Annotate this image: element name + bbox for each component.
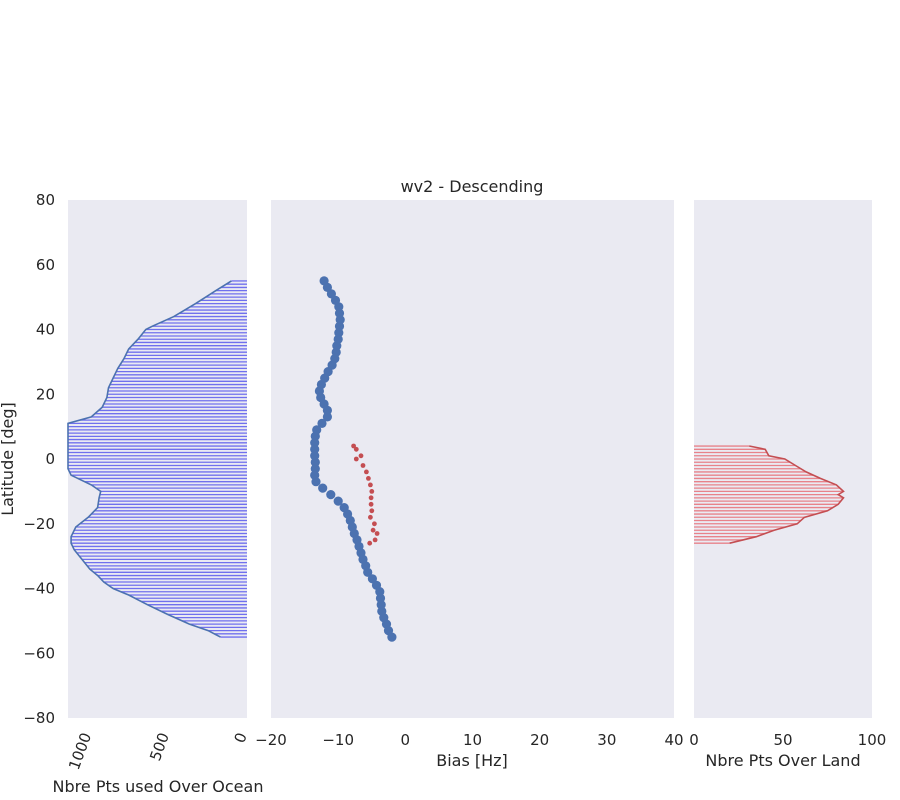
land-bias-point bbox=[372, 537, 378, 543]
y-tick-label: −20 bbox=[23, 515, 55, 533]
y-tick-label: −80 bbox=[23, 709, 55, 727]
land-bias-point bbox=[369, 489, 375, 494]
land-histogram-marks bbox=[694, 445, 845, 544]
land-x-axis-label: Nbre Pts Over Land bbox=[705, 751, 860, 770]
land-bias-point bbox=[368, 514, 373, 520]
ocean-bias-point bbox=[318, 483, 328, 493]
land-bias-point bbox=[370, 527, 376, 533]
land-bias-point bbox=[360, 463, 366, 468]
land-bias-point bbox=[353, 456, 359, 462]
ocean-bias-point bbox=[310, 444, 320, 454]
ocean-bias-point bbox=[326, 490, 336, 500]
bias-panel-background bbox=[271, 200, 674, 718]
land-bias-point bbox=[358, 453, 364, 459]
ocean-x-tick-label: 1000 bbox=[65, 730, 95, 772]
land-x-tick-label: 50 bbox=[773, 731, 792, 749]
y-tick-label: −40 bbox=[23, 580, 55, 598]
land-bias-point bbox=[367, 540, 373, 546]
bias-x-tick-label: 0 bbox=[401, 731, 411, 749]
land-bias-point bbox=[369, 508, 375, 514]
ocean-x-tick-label: 0 bbox=[231, 730, 251, 745]
ocean-bias-point bbox=[322, 412, 332, 422]
ocean-bias-point bbox=[387, 632, 397, 642]
ocean-bias-point bbox=[311, 477, 321, 487]
land-x-tick-label: 0 bbox=[689, 731, 699, 749]
ocean-bias-point bbox=[363, 567, 373, 577]
ocean-x-tick-label: 500 bbox=[146, 730, 173, 763]
ocean-bias-point bbox=[310, 438, 320, 448]
ocean-bias-point bbox=[333, 496, 343, 506]
land-bias-point bbox=[372, 521, 377, 527]
bias-x-tick-label: 20 bbox=[530, 731, 549, 749]
bias-x-tick-label: 40 bbox=[664, 731, 683, 749]
land-bias-point bbox=[353, 446, 359, 452]
ocean-bias-point bbox=[310, 457, 320, 467]
ocean-x-axis-label: Nbre Pts used Over Ocean bbox=[53, 777, 264, 796]
bias-x-tick-label: 30 bbox=[597, 731, 616, 749]
land-x-tick-label: 100 bbox=[858, 731, 887, 749]
ocean-histogram-marks bbox=[67, 280, 247, 638]
bias-scatter-marks bbox=[310, 276, 397, 642]
land-bias-point bbox=[374, 531, 380, 536]
bias-x-tick-label: 10 bbox=[463, 731, 482, 749]
chart-title: wv2 - Descending bbox=[401, 177, 544, 196]
y-tick-label: −60 bbox=[23, 644, 55, 662]
y-tick-label: 80 bbox=[36, 191, 55, 209]
y-tick-label: 40 bbox=[36, 321, 55, 339]
ocean-histogram-line bbox=[67, 280, 232, 638]
y-axis-label: Latitude [deg] bbox=[0, 402, 17, 516]
bias-x-tick-label: −10 bbox=[322, 731, 354, 749]
ocean-bias-point bbox=[322, 405, 332, 415]
y-tick-label: 20 bbox=[36, 385, 55, 403]
land-histogram-line bbox=[729, 445, 845, 544]
land-bias-point bbox=[364, 469, 369, 475]
land-bias-point bbox=[368, 482, 373, 488]
land-bias-point bbox=[368, 495, 374, 501]
bias-x-axis-label: Bias [Hz] bbox=[436, 751, 508, 770]
bias-x-tick-label: −20 bbox=[255, 731, 287, 749]
y-tick-label: 0 bbox=[45, 450, 55, 468]
y-tick-label: 60 bbox=[36, 256, 55, 274]
ocean-bias-point bbox=[317, 418, 327, 428]
land-bias-point bbox=[366, 476, 371, 481]
land-bias-point bbox=[351, 443, 356, 449]
land-bias-point bbox=[368, 501, 374, 507]
